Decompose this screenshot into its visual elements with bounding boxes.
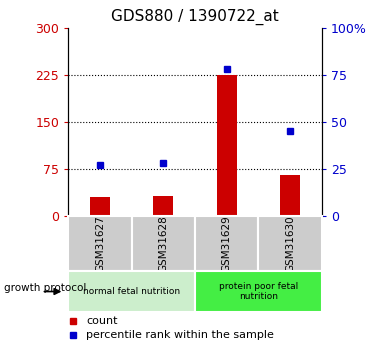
Text: GDS880 / 1390722_at: GDS880 / 1390722_at [111, 9, 279, 25]
Bar [216, 75, 237, 216]
Text: percentile rank within the sample: percentile rank within the sample [86, 331, 274, 341]
Bar [132, 216, 195, 271]
Text: growth protocol: growth protocol [4, 283, 86, 293]
Bar [68, 216, 132, 271]
Bar [195, 271, 322, 312]
Text: GSM31628: GSM31628 [158, 215, 168, 272]
Bar [153, 196, 174, 216]
Text: normal fetal nutrition: normal fetal nutrition [83, 287, 180, 296]
Text: protein poor fetal
nutrition: protein poor fetal nutrition [219, 282, 298, 301]
Text: GSM31629: GSM31629 [222, 215, 232, 272]
Text: GSM31627: GSM31627 [95, 215, 105, 272]
Bar [195, 216, 258, 271]
Text: GSM31630: GSM31630 [285, 215, 295, 272]
Bar [90, 197, 110, 216]
Bar [68, 271, 195, 312]
Text: count: count [86, 316, 117, 326]
Bar [280, 175, 300, 216]
Bar [258, 216, 322, 271]
